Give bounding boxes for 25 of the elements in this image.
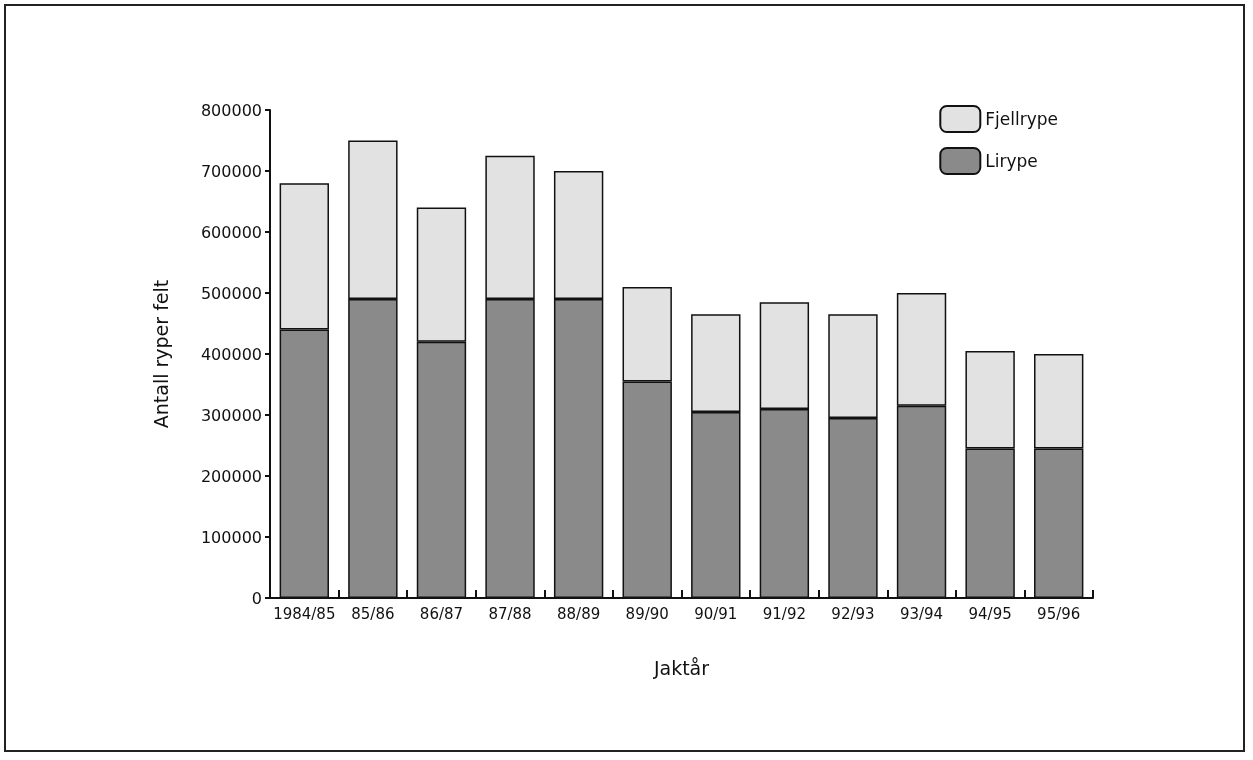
x-tick-label: 92/93 <box>831 604 875 623</box>
y-axis-title: Antall ryper felt <box>149 279 172 429</box>
x-axis-title: Jaktår <box>652 656 710 679</box>
y-tick-label: 500000 <box>200 283 262 303</box>
x-tick-label: 91/92 <box>762 604 806 623</box>
legend-label: Fjellrype <box>985 109 1059 129</box>
y-tick-label: 100000 <box>200 527 262 547</box>
x-tick-label: 85/86 <box>351 604 395 623</box>
x-tick-label: 89/90 <box>625 604 669 623</box>
y-tick-label: 0 <box>251 588 262 608</box>
x-tick-label: 95/96 <box>1037 604 1081 623</box>
x-tick-label: 93/94 <box>899 604 944 623</box>
y-tick-label: 400000 <box>200 344 262 364</box>
x-tick-label: 94/95 <box>968 604 1012 623</box>
y-tick-label: 600000 <box>200 222 262 242</box>
x-tick-label: 88/89 <box>557 604 601 623</box>
x-tick-label: 90/91 <box>694 604 738 623</box>
y-tick-label: 800000 <box>200 100 262 120</box>
y-tick-label: 300000 <box>200 405 262 425</box>
legend-label: Lirype <box>985 151 1038 171</box>
x-tick-label: 87/88 <box>488 604 532 623</box>
x-tick-label: 86/87 <box>419 604 464 623</box>
x-tick-label: 1984/85 <box>273 604 336 623</box>
y-tick-label: 700000 <box>200 161 262 181</box>
y-tick-label: 200000 <box>200 466 262 486</box>
